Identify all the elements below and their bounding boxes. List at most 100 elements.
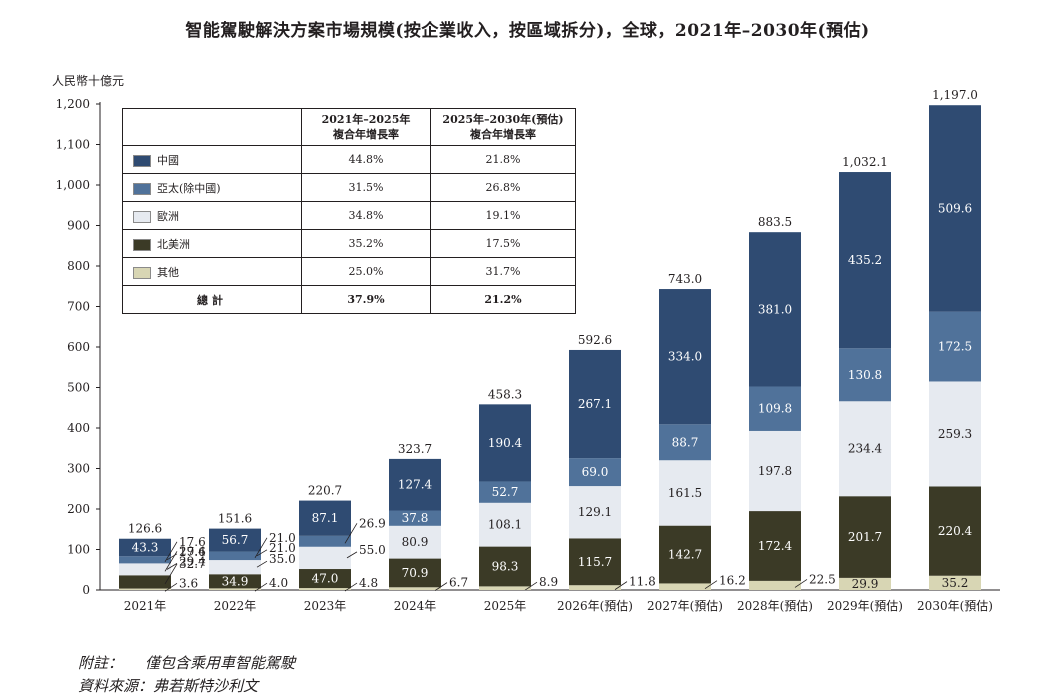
bar-segment-eu — [749, 430, 801, 512]
data-label-eu: 108.1 — [488, 518, 522, 532]
data-label-cn: 334.0 — [668, 350, 702, 364]
y-tick-label: 300 — [67, 462, 90, 476]
cagr-header-col2-line2: 複合年增長率 — [470, 128, 536, 141]
data-label-cn: 127.4 — [398, 478, 433, 492]
data-label-apac: 21.0 — [269, 541, 296, 555]
cagr-europe-2021-2025: 34.8% — [301, 201, 431, 230]
data-label-apac: 37.8 — [402, 511, 429, 525]
x-tick-label: 2029年(預估) — [827, 599, 903, 613]
leader-line — [704, 580, 718, 590]
bar-segment-na — [839, 496, 891, 578]
x-tick-label: 2023年 — [304, 599, 347, 613]
y-tick-label: 500 — [67, 381, 90, 395]
leader-line — [344, 523, 358, 544]
x-tick-label: 2024年 — [394, 599, 437, 613]
bar-segment-cn — [479, 404, 531, 482]
y-tick-label: 400 — [67, 421, 90, 435]
data-label-other: 11.8 — [629, 575, 656, 589]
cagr-row-total: 總計 37.9% 21.2% — [122, 285, 576, 314]
bar-segment-other — [119, 588, 171, 590]
legend-swatch-north-america — [133, 238, 151, 251]
bar-segment-other — [929, 575, 981, 590]
bar-segment-cn — [839, 172, 891, 349]
x-tick-label: 2028年(預估) — [737, 599, 813, 613]
leader-line — [254, 582, 268, 592]
bar-segment-eu — [479, 502, 531, 547]
bar-segment-eu — [569, 486, 621, 539]
cagr-other-2021-2025: 25.0% — [301, 257, 431, 286]
cagr-total-2021-2025: 37.9% — [301, 285, 431, 314]
leader-line — [344, 582, 358, 592]
x-tick-label: 2025年 — [484, 599, 527, 613]
legend-swatch-europe — [133, 210, 151, 223]
bar-segment-apac — [929, 311, 981, 382]
leader-line — [434, 582, 448, 591]
cagr-table: 2021年–2025年 複合年增長率 2025年–2030年(預估) 複合年增長… — [122, 108, 576, 314]
bar-segment-na — [389, 558, 441, 588]
data-label-na: 142.7 — [668, 548, 702, 562]
legend-entry-europe: 歐洲 — [122, 201, 302, 230]
bar-segment-na — [569, 538, 621, 586]
legend-label-europe: 歐洲 — [157, 209, 179, 223]
bar-segment-eu — [839, 401, 891, 497]
y-tick-label: 200 — [67, 502, 90, 516]
data-label-apac: 17.6 — [179, 535, 206, 549]
y-tick-label: 800 — [67, 259, 90, 273]
cagr-apac-2025-2030: 26.8% — [430, 173, 576, 202]
data-label-cn: 56.7 — [222, 533, 249, 547]
legend-swatch-apac — [133, 182, 151, 195]
legend-label-other: 其他 — [157, 265, 179, 279]
y-tick-label: 900 — [67, 219, 90, 233]
legend-entry-north-america: 北美洲 — [122, 229, 302, 258]
bar-segment-na — [929, 486, 981, 576]
legend-label-apac: 亞太(除中國) — [157, 181, 221, 195]
cagr-row-china: 中國 44.8% 21.8% — [122, 145, 576, 174]
cagr-row-europe: 歐洲 34.8% 19.1% — [122, 201, 576, 230]
data-label-cn: 435.2 — [848, 253, 882, 267]
bar-segment-eu — [119, 563, 171, 576]
leader-line — [614, 581, 628, 590]
cagr-apac-2021-2025: 31.5% — [301, 173, 431, 202]
y-axis-label: 人民幣十億元 — [52, 74, 124, 88]
legend-label-north-america: 北美洲 — [157, 237, 190, 251]
x-tick-label: 2027年(預估) — [647, 599, 723, 613]
cagr-other-2025-2030: 31.7% — [430, 257, 576, 286]
cagr-row-apac: 亞太(除中國) 31.5% 26.8% — [122, 173, 576, 202]
bar-segment-na — [299, 569, 351, 589]
data-label-eu: 29.4 — [179, 554, 206, 568]
data-label-na: 201.7 — [848, 530, 882, 544]
bar-segment-apac — [749, 386, 801, 431]
data-label-other: 6.7 — [449, 576, 468, 590]
bar-segment-cn — [569, 349, 621, 459]
bar-segment-na — [209, 574, 261, 589]
bar-segment-apac — [389, 510, 441, 526]
data-label-apac: 26.9 — [359, 516, 386, 530]
data-label-other: 16.2 — [719, 574, 746, 588]
bar-segment-apac — [209, 551, 261, 561]
bar-segment-cn — [299, 500, 351, 536]
y-tick-label: 600 — [67, 340, 90, 354]
bar-segment-other — [749, 580, 801, 590]
bar-segment-other — [479, 586, 531, 590]
x-tick-label: 2030年(預估) — [917, 599, 993, 613]
cagr-header-col2-line1: 2025年–2030年(預估) — [442, 113, 564, 126]
bar-segment-other — [299, 588, 351, 590]
cagr-total-2025-2030: 21.2% — [430, 285, 576, 314]
cagr-total-label: 總計 — [122, 285, 302, 314]
data-label-apac: 88.7 — [672, 435, 699, 449]
data-label-cn: 190.4 — [488, 436, 523, 450]
cagr-table-header: 2021年–2025年 複合年增長率 2025年–2030年(預估) 複合年增長… — [122, 108, 576, 146]
cagr-row-north-america: 北美洲 35.2% 17.5% — [122, 229, 576, 258]
footnote-source: 資料來源：弗若斯特沙利文 — [78, 677, 259, 695]
data-label-other: 4.0 — [269, 576, 288, 590]
y-tick-label: 700 — [67, 300, 90, 314]
leader-line — [254, 537, 268, 559]
bar-total-label: 458.3 — [488, 387, 522, 401]
data-label-cn: 381.0 — [758, 302, 792, 316]
data-label-na: 47.0 — [312, 572, 339, 586]
leader-line — [256, 549, 268, 557]
chart-title: 智能駕駛解決方案市場規模(按企業收入，按區域拆分)，全球，2021年–2030年… — [185, 21, 870, 41]
data-label-na: 98.3 — [492, 559, 519, 573]
bar-segment-other — [839, 577, 891, 590]
cagr-north-america-2025-2030: 17.5% — [430, 229, 576, 258]
